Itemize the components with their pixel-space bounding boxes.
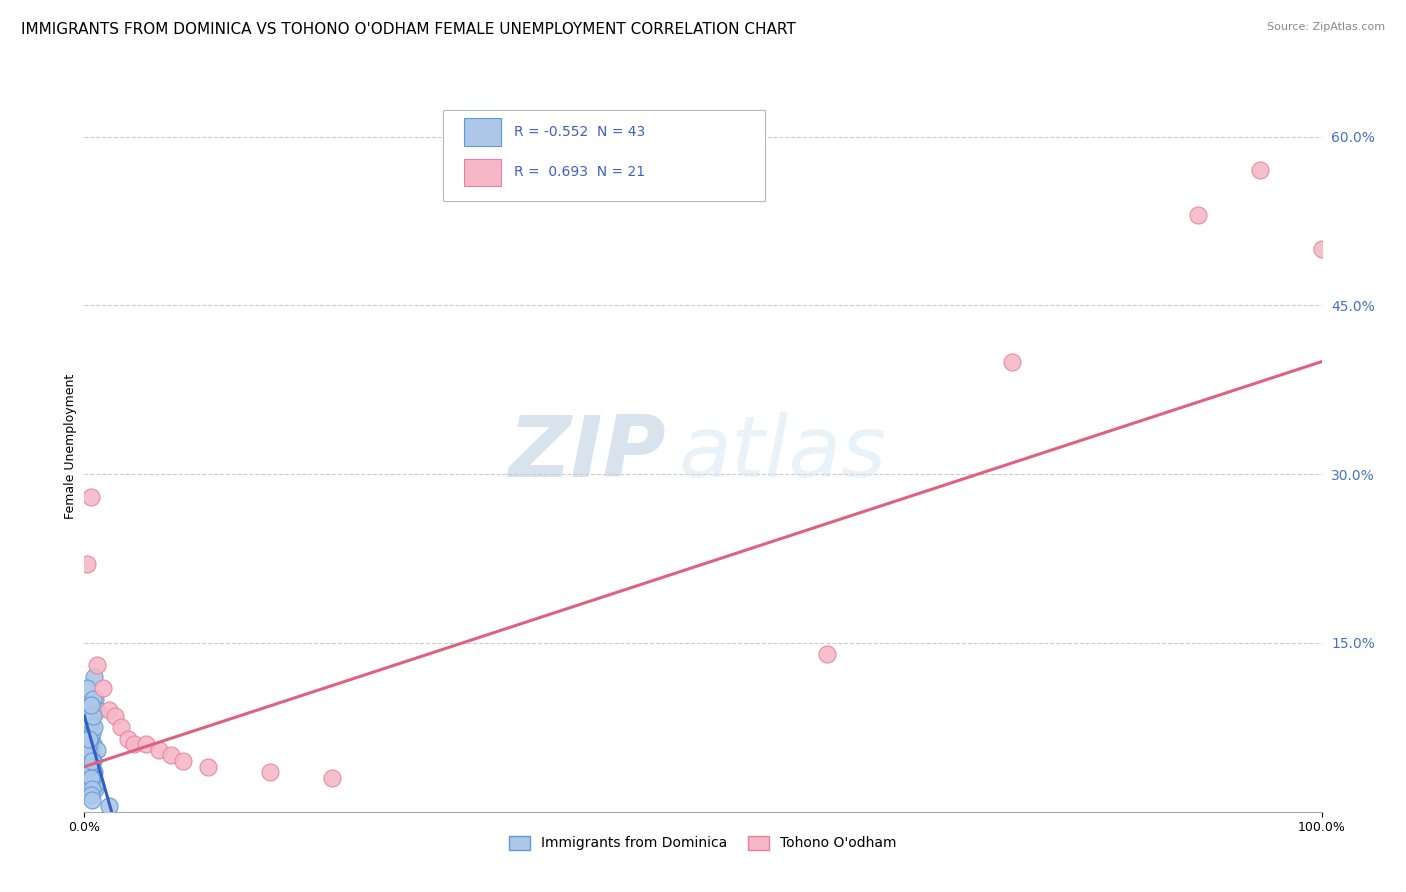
Point — [197, 760, 219, 774]
Point — [259, 765, 281, 780]
Point — [79, 737, 101, 751]
Point — [80, 782, 103, 797]
Point — [80, 726, 103, 740]
Point — [815, 647, 838, 661]
Point — [76, 726, 98, 740]
Point — [80, 748, 103, 763]
Point — [77, 720, 100, 734]
Point — [79, 731, 101, 746]
FancyBboxPatch shape — [464, 159, 502, 186]
Point — [82, 737, 104, 751]
Point — [76, 714, 98, 729]
Point — [104, 709, 127, 723]
Point — [79, 760, 101, 774]
Text: atlas: atlas — [678, 412, 886, 495]
Point — [82, 709, 104, 723]
Point — [321, 771, 343, 785]
Point — [77, 703, 100, 717]
Point — [79, 698, 101, 712]
Point — [135, 737, 157, 751]
Point — [83, 776, 105, 790]
Point — [86, 658, 108, 673]
Point — [82, 692, 104, 706]
Point — [83, 670, 105, 684]
Point — [1001, 354, 1024, 368]
Point — [84, 782, 107, 797]
Point — [79, 760, 101, 774]
Point — [122, 737, 145, 751]
Y-axis label: Female Unemployment: Female Unemployment — [65, 374, 77, 518]
Point — [79, 771, 101, 785]
Point — [79, 788, 101, 802]
Point — [79, 714, 101, 729]
Point — [79, 760, 101, 774]
Point — [84, 776, 107, 790]
Point — [83, 765, 105, 780]
Point — [1310, 242, 1333, 256]
Point — [79, 731, 101, 746]
Point — [80, 793, 103, 807]
Text: R =  0.693  N = 21: R = 0.693 N = 21 — [513, 165, 645, 179]
Point — [79, 698, 101, 712]
Point — [98, 703, 121, 717]
Point — [80, 754, 103, 768]
Point — [86, 703, 108, 717]
Text: IMMIGRANTS FROM DOMINICA VS TOHONO O'ODHAM FEMALE UNEMPLOYMENT CORRELATION CHART: IMMIGRANTS FROM DOMINICA VS TOHONO O'ODH… — [21, 22, 796, 37]
Point — [82, 754, 104, 768]
Point — [148, 743, 170, 757]
Point — [80, 748, 103, 763]
Point — [80, 771, 103, 785]
Point — [1249, 163, 1271, 178]
Point — [77, 743, 100, 757]
Point — [1187, 208, 1209, 222]
Text: Source: ZipAtlas.com: Source: ZipAtlas.com — [1267, 22, 1385, 32]
Text: ZIP: ZIP — [508, 412, 666, 495]
Point — [79, 490, 101, 504]
Point — [86, 743, 108, 757]
FancyBboxPatch shape — [443, 110, 765, 201]
Point — [76, 557, 98, 571]
Point — [91, 681, 114, 695]
Point — [77, 743, 100, 757]
Point — [110, 720, 132, 734]
Point — [98, 799, 121, 814]
Point — [77, 709, 100, 723]
Point — [83, 720, 105, 734]
Point — [117, 731, 139, 746]
Point — [172, 754, 194, 768]
FancyBboxPatch shape — [464, 119, 502, 146]
Point — [84, 692, 107, 706]
Point — [82, 765, 104, 780]
Point — [76, 681, 98, 695]
Legend: Immigrants from Dominica, Tohono O'odham: Immigrants from Dominica, Tohono O'odham — [503, 830, 903, 856]
Text: R = -0.552  N = 43: R = -0.552 N = 43 — [513, 125, 645, 139]
Point — [79, 771, 101, 785]
Point — [79, 731, 101, 746]
Point — [160, 748, 183, 763]
